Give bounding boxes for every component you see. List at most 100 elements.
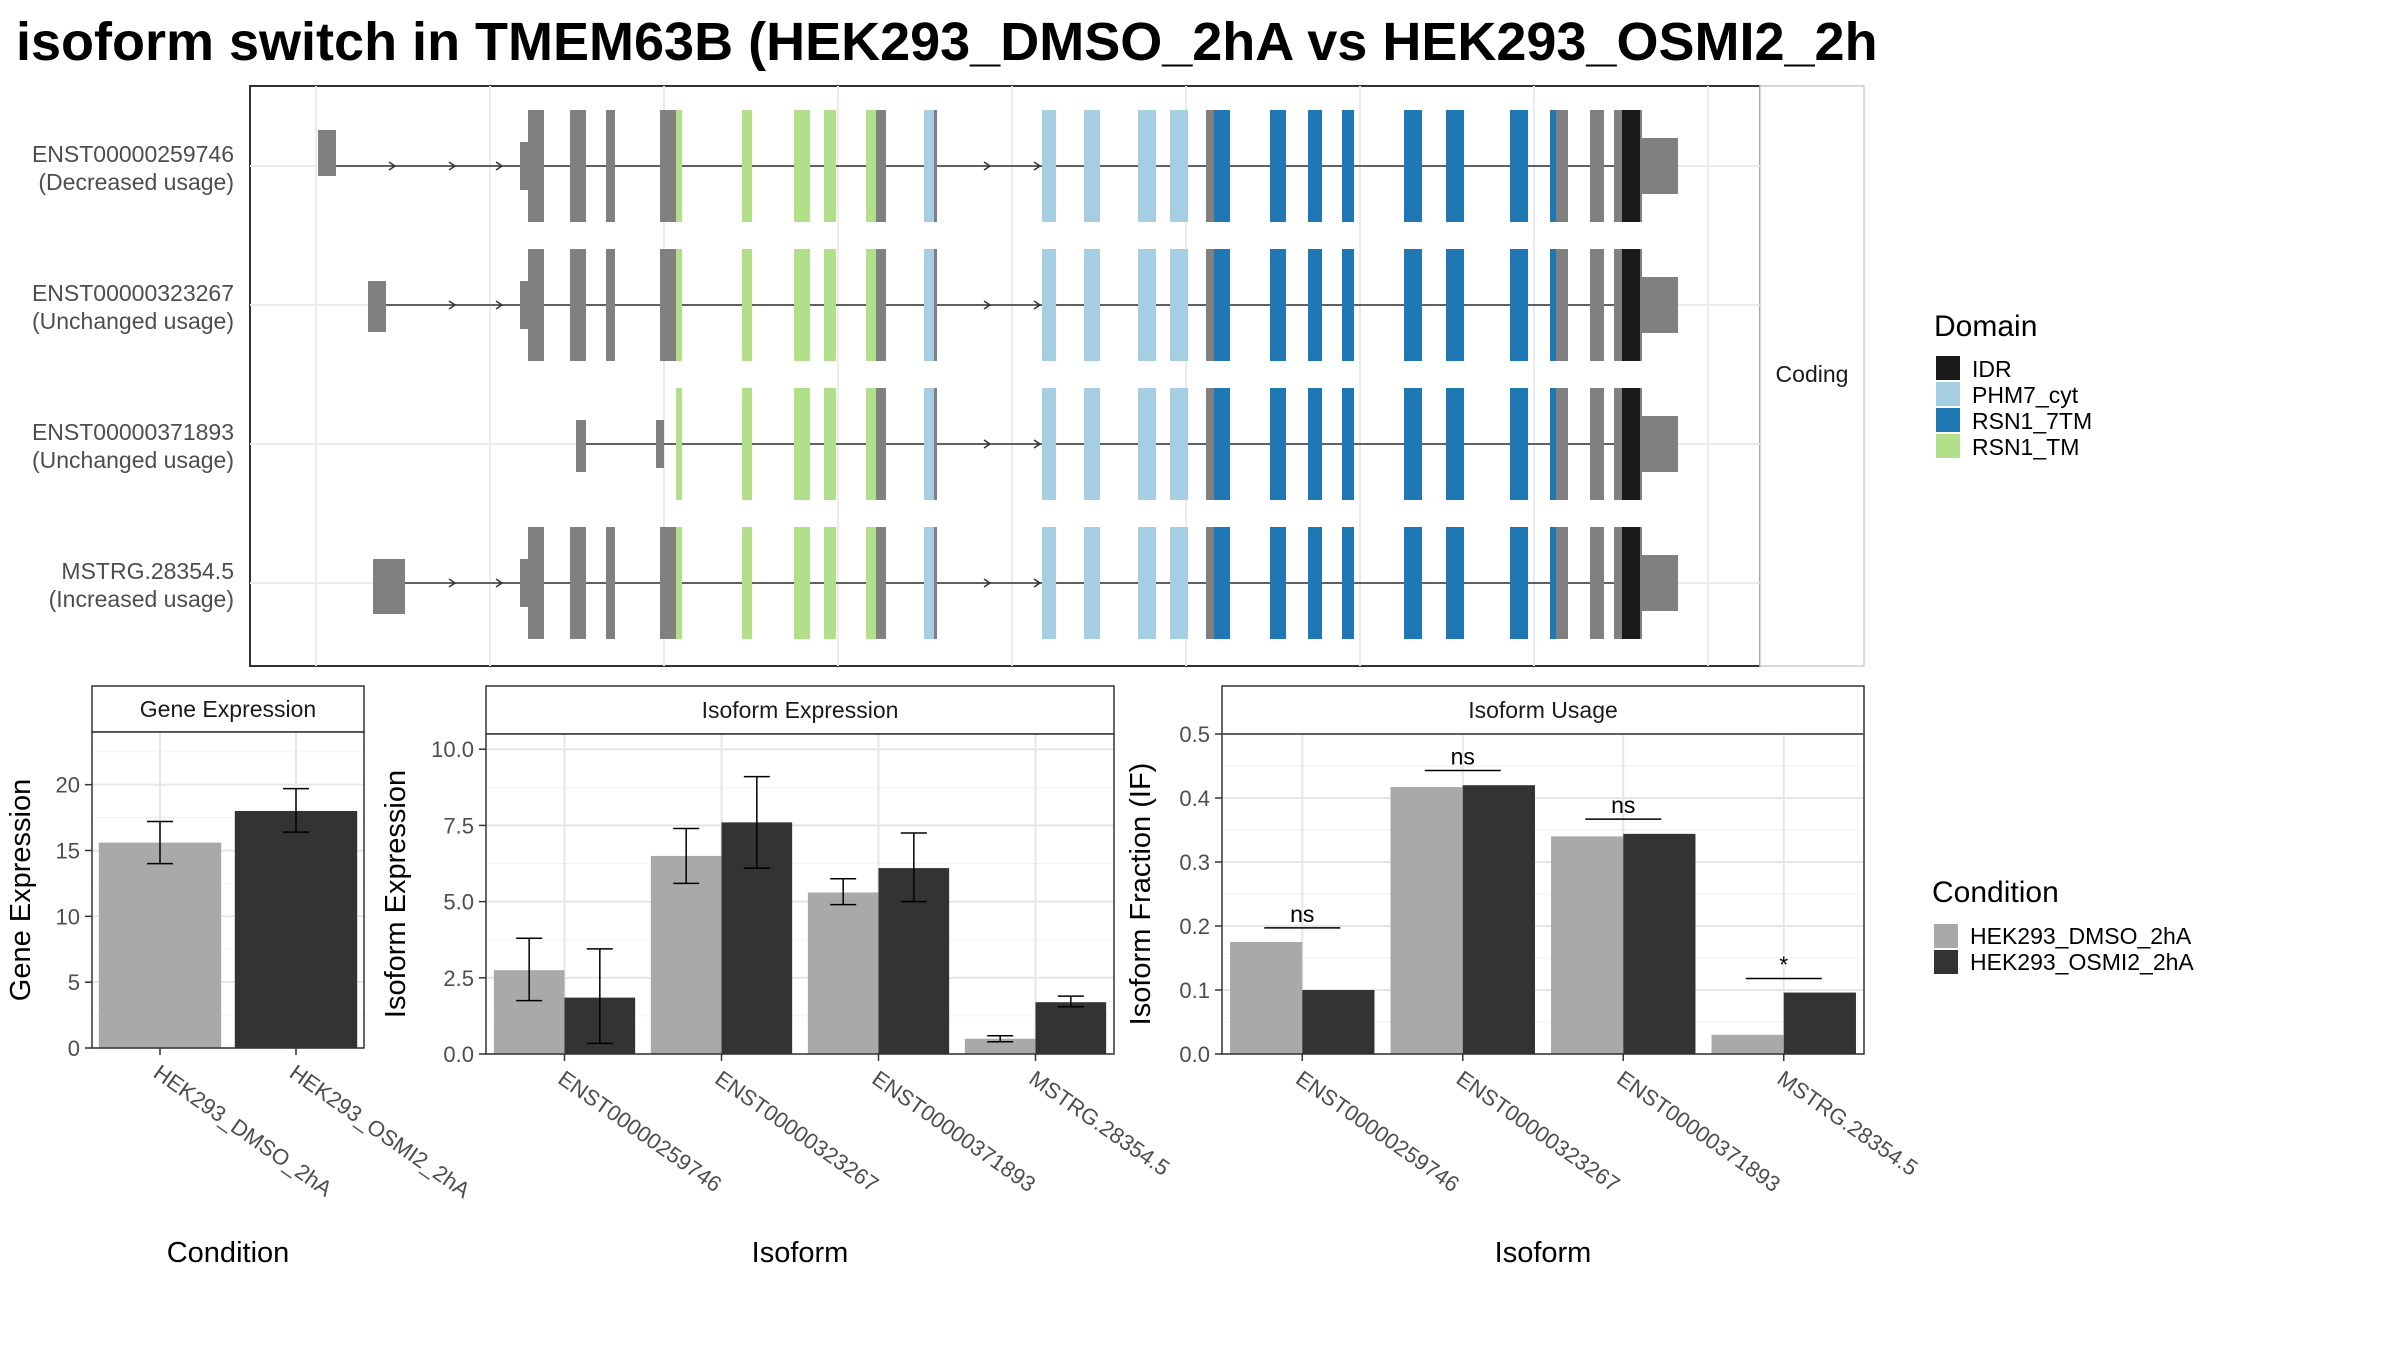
coding-exon [1590, 110, 1604, 222]
coding-exon [1446, 388, 1464, 500]
coding-exon [1404, 388, 1422, 500]
isoform-expression-panel: Isoform Expression 0.0 2.5 5.0 7.5 10.0 ENST00… [380, 685, 1174, 1269]
legend-item-rsn1-tm: RSN1_TM [1936, 434, 2079, 460]
error-bar [900, 832, 927, 903]
bar [234, 811, 358, 1048]
coding-exon [1556, 249, 1568, 361]
structure-plot-area [249, 85, 1761, 667]
bar [1462, 785, 1535, 1054]
coding-exon [1446, 110, 1464, 222]
coding-exon [824, 110, 836, 222]
isoform-usage-label: (Decreased usage) [38, 169, 234, 195]
significance-marker: ns [1264, 901, 1341, 929]
coding-exon [866, 110, 876, 222]
coding-exon [824, 388, 836, 500]
coding-exon [866, 388, 876, 500]
coding-exon [1342, 388, 1354, 500]
strand-arrow [983, 439, 992, 449]
significance-marker: ns [1585, 792, 1662, 820]
structure-panel: Coding ENST00000259746 (Decreased usage)… [32, 85, 1865, 667]
coding-exon [1214, 527, 1230, 639]
isoform-label-2: ENST00000371893 (Unchanged usage) [32, 419, 234, 473]
coding-exon [1084, 249, 1100, 361]
y-axis-title: Isoform Expression [380, 770, 412, 1018]
x-axis-title: Condition [167, 1237, 290, 1269]
coding-exon [1404, 110, 1422, 222]
chart-title: isoform switch in TMEM63B (HEK293_DMSO_2… [16, 12, 1876, 72]
coding-exon [528, 249, 544, 361]
coding-exon [1614, 249, 1622, 361]
utr-exon [1640, 138, 1678, 194]
coding-exon [1404, 249, 1422, 361]
bar [1230, 942, 1303, 1054]
coding-exon [570, 110, 586, 222]
y-tick-label: 7.5 [443, 813, 474, 838]
legend-item-idr: IDR [1936, 356, 2012, 382]
error-bar [1057, 995, 1084, 1008]
coding-exon [1510, 388, 1528, 500]
coding-exon [924, 527, 936, 639]
bar [1035, 1002, 1107, 1054]
coding-exon [924, 249, 936, 361]
x-tick-label: ENST00000259746 [1291, 1066, 1464, 1197]
coding-exon [794, 527, 810, 639]
coding-exon [934, 110, 937, 222]
coding-exon [794, 388, 810, 500]
coding-exon [794, 249, 810, 361]
strand-arrow [448, 300, 457, 310]
legend-swatch [1936, 408, 1960, 432]
coding-exon [1042, 110, 1056, 222]
coding-exon [1270, 527, 1286, 639]
coding-exon [528, 110, 544, 222]
coding-exon [1270, 249, 1286, 361]
coding-exon [1342, 249, 1354, 361]
coding-exon [1510, 527, 1528, 639]
significance-label: * [1779, 951, 1788, 977]
coding-exon [1206, 249, 1214, 361]
legend-item-dmso: HEK293_DMSO_2hA [1934, 923, 2192, 949]
coding-exon [606, 110, 615, 222]
strand-arrow [983, 161, 992, 171]
coding-strip [1759, 85, 1865, 667]
isoform-track-3 [373, 527, 1678, 639]
error-bar [283, 787, 309, 833]
legend-swatch [1936, 356, 1960, 380]
isoform-label-1: ENST00000323267 (Unchanged usage) [32, 280, 234, 334]
coding-exon [676, 110, 682, 222]
utr-exon [318, 130, 336, 176]
panel-title: Isoform Usage [1468, 697, 1618, 723]
error-bar [516, 937, 543, 1002]
isoform-label-3: MSTRG.28354.5 (Increased usage) [49, 558, 234, 612]
x-tick-label: ENST00000323267 [1452, 1066, 1625, 1197]
x-axis-title: Isoform [752, 1237, 849, 1269]
isoform-track-0 [318, 110, 1678, 222]
coding-exon [1138, 249, 1156, 361]
error-bar [987, 1034, 1014, 1043]
utr-exon [576, 420, 586, 472]
strand-arrow [1033, 439, 1042, 449]
significance-marker: ns [1424, 743, 1501, 772]
strand-arrow [1033, 300, 1042, 310]
coding-exon [924, 110, 936, 222]
significance-label: ns [1290, 901, 1314, 927]
legend-item-rsn1-7tm: RSN1_7TM [1936, 408, 2092, 434]
y-tick-label: 0.3 [1179, 850, 1210, 875]
y-tick-label: 15 [56, 839, 80, 864]
coding-exon [1138, 110, 1156, 222]
legend-swatch [1936, 434, 1960, 458]
coding-exon [742, 388, 752, 500]
coding-exon [1446, 249, 1464, 361]
coding-exon [1270, 110, 1286, 222]
bar [964, 1038, 1036, 1054]
coding-exon [1042, 388, 1056, 500]
x-tick-label: ENST00000371893 [868, 1066, 1041, 1197]
coding-exon [660, 527, 676, 639]
coding-exon [1342, 527, 1354, 639]
isoform-id-label: ENST00000259746 [32, 141, 234, 167]
coding-exon [742, 249, 752, 361]
strand-arrow [495, 300, 504, 310]
strand-arrow [448, 578, 457, 588]
legend-label: RSN1_7TM [1972, 408, 2092, 434]
utr-exon [656, 420, 664, 468]
idr-exon [1622, 110, 1640, 222]
